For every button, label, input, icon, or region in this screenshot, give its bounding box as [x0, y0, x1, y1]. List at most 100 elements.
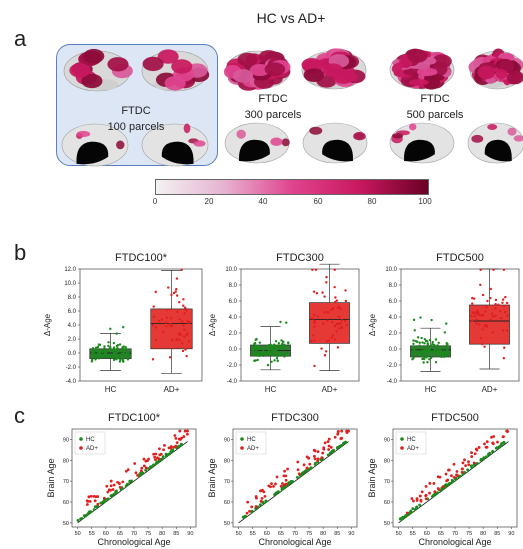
data-point-hc	[177, 444, 181, 448]
data-point	[111, 356, 114, 359]
data-point-ad	[424, 497, 428, 501]
data-point	[479, 283, 482, 287]
data-point-ad	[327, 448, 331, 451]
data-point-ad	[496, 440, 499, 444]
data-point	[335, 330, 338, 333]
data-point	[182, 298, 185, 301]
data-point	[501, 298, 505, 301]
data-point-ad	[159, 452, 163, 456]
data-point	[182, 304, 185, 307]
data-point-ad	[433, 490, 437, 493]
data-point	[124, 353, 127, 356]
parcel-patch	[391, 133, 404, 139]
data-point	[422, 357, 426, 361]
data-point-hc	[502, 441, 506, 444]
panel-letter-a: a	[14, 26, 27, 51]
data-point	[112, 346, 116, 349]
data-point	[501, 301, 504, 304]
data-point-ad	[157, 457, 161, 461]
data-point-hc	[314, 461, 317, 465]
data-point	[499, 316, 503, 320]
y-tick-label: 0.0	[229, 347, 238, 353]
data-point	[494, 314, 497, 318]
data-point	[338, 327, 341, 330]
boxplot-ftdc300: FTDC300 -4.0 -2.0 0.0 2.0 4.0 6.0 8.0 10.0 Δ-Age H…	[208, 252, 360, 394]
data-point	[323, 354, 327, 357]
data-point-ad	[118, 485, 122, 489]
parcel-patch	[471, 134, 484, 143]
data-point	[434, 338, 438, 341]
data-point	[324, 350, 328, 353]
data-point-ad	[340, 429, 344, 433]
main-title: HC vs AD+	[256, 10, 326, 26]
data-point-ad	[307, 456, 311, 460]
colorbar-ticks: 0 20 40 60 80 100	[153, 197, 432, 209]
parcel-patch	[81, 73, 103, 89]
data-point	[154, 326, 158, 329]
data-point	[251, 353, 255, 357]
data-point-hc	[463, 470, 466, 474]
x-tick-label: 75	[145, 531, 151, 537]
data-point-ad	[432, 482, 436, 485]
data-point	[165, 316, 169, 320]
data-point	[502, 305, 506, 308]
data-point-hc	[92, 508, 96, 511]
y-axis-label: Brain Age	[207, 458, 217, 497]
data-point	[431, 342, 434, 346]
data-point	[321, 322, 325, 326]
data-point	[154, 338, 158, 342]
data-point-hc	[338, 445, 341, 448]
data-point	[413, 329, 416, 332]
data-point-ad	[272, 484, 275, 488]
data-point	[323, 295, 326, 298]
y-axis-label: Brain Age	[367, 458, 377, 497]
data-point	[273, 359, 276, 362]
data-point	[428, 338, 432, 342]
legend-marker-hc	[79, 437, 83, 441]
y-tick-label: 80	[63, 458, 69, 464]
data-point	[112, 352, 116, 355]
data-point	[176, 310, 179, 314]
data-point	[109, 327, 112, 331]
data-point	[339, 321, 342, 325]
data-point	[339, 307, 343, 311]
panel-letter-c: c	[14, 403, 25, 428]
data-point-ad	[282, 474, 286, 478]
data-point-ad	[505, 429, 509, 433]
parcel-patch	[487, 123, 498, 131]
data-point	[269, 352, 272, 355]
data-point	[312, 334, 315, 337]
data-point	[440, 351, 444, 354]
data-point-ad	[180, 436, 183, 440]
data-point-ad	[313, 457, 317, 461]
chart-title: FTDC500	[431, 412, 479, 424]
data-point-ad	[96, 502, 100, 506]
data-point-ad	[279, 484, 283, 488]
data-point-hc	[164, 452, 168, 456]
parcel-patch	[157, 49, 179, 64]
data-point	[255, 353, 258, 356]
data-point	[479, 314, 483, 317]
data-point-ad	[412, 499, 415, 503]
data-point	[273, 349, 277, 352]
parcel-patch	[507, 127, 517, 136]
data-point	[116, 357, 120, 360]
data-point	[97, 357, 100, 360]
x-tick-label: HC	[105, 385, 117, 394]
scatter-ftdc300: FTDC300 50 55 60 65 70 75 80 85 90 50 60 70 80 90 Chron…	[207, 412, 358, 547]
legend-label-hc: HC	[247, 437, 256, 443]
data-point	[334, 300, 337, 304]
data-point-ad	[254, 495, 258, 498]
data-point	[115, 332, 118, 335]
data-point-ad	[483, 442, 486, 446]
legend-marker-ad	[240, 446, 244, 450]
data-point-ad	[452, 476, 456, 479]
data-point-ad	[105, 484, 109, 488]
data-point	[325, 281, 328, 284]
x-axis-label: Chronological Age	[97, 537, 170, 547]
data-point	[255, 337, 258, 341]
data-point	[261, 354, 265, 357]
data-point-ad	[312, 454, 316, 458]
y-tick-label: 4.0	[68, 323, 77, 329]
parcel-patch	[237, 52, 258, 67]
